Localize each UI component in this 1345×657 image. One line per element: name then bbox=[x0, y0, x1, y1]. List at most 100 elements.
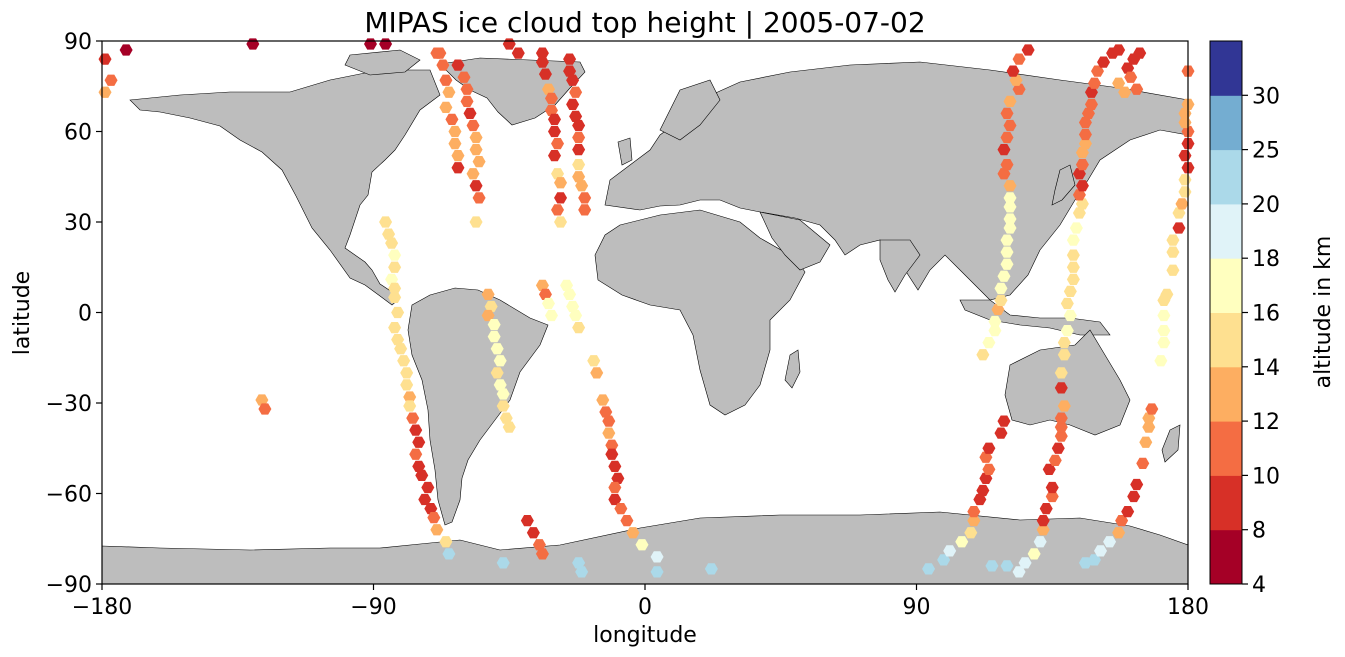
cloud-marker bbox=[385, 273, 399, 285]
cloud-marker bbox=[460, 83, 474, 95]
cloud-marker bbox=[388, 282, 402, 294]
cloud-marker bbox=[650, 566, 664, 578]
cloud-marker bbox=[1036, 524, 1050, 536]
cloud-marker bbox=[496, 400, 510, 412]
cloud-marker bbox=[472, 156, 486, 168]
cloud-marker bbox=[502, 421, 516, 433]
cloud-marker bbox=[1057, 400, 1071, 412]
cloud-marker bbox=[442, 86, 456, 98]
cloud-marker bbox=[1057, 337, 1071, 349]
cloud-marker bbox=[1063, 285, 1077, 298]
cloud-marker bbox=[469, 143, 483, 156]
colorbar-tick-label: 14 bbox=[1252, 356, 1280, 381]
cloud-marker bbox=[608, 481, 622, 494]
cloud-marker bbox=[548, 125, 561, 138]
colorbar-tick-label: 8 bbox=[1252, 519, 1266, 544]
cloud-marker bbox=[967, 505, 981, 518]
cloud-marker bbox=[1012, 566, 1026, 578]
cloud-marker bbox=[427, 512, 441, 524]
cloud-marker bbox=[608, 493, 622, 506]
cloud-marker bbox=[994, 282, 1008, 294]
cloud-marker bbox=[490, 367, 504, 379]
cloud-marker bbox=[424, 502, 438, 515]
cloud-marker bbox=[1066, 234, 1080, 246]
cloud-marker bbox=[403, 391, 417, 403]
cloud-marker bbox=[400, 379, 414, 391]
cloud-marker bbox=[1121, 62, 1135, 74]
cloud-marker bbox=[548, 150, 561, 162]
cloud-marker bbox=[385, 237, 399, 249]
cloud-marker bbox=[997, 415, 1011, 427]
y-tick-label: 0 bbox=[78, 302, 92, 327]
cloud-marker bbox=[487, 318, 501, 331]
cloud-marker bbox=[1130, 478, 1144, 491]
cloud-marker bbox=[551, 204, 565, 216]
cloud-marker bbox=[554, 216, 568, 228]
cloud-marker bbox=[451, 162, 465, 174]
cloud-marker bbox=[430, 47, 444, 59]
colorbar-segment bbox=[1210, 475, 1242, 531]
cloud-marker bbox=[1133, 47, 1147, 59]
x-tick-label: 0 bbox=[638, 595, 652, 620]
cloud-marker bbox=[484, 300, 498, 313]
cloud-marker bbox=[1021, 44, 1035, 56]
cloud-marker bbox=[551, 137, 565, 150]
cloud-marker bbox=[1003, 192, 1017, 204]
cloud-marker bbox=[535, 47, 549, 59]
cloud-marker bbox=[1175, 198, 1189, 210]
cloud-marker bbox=[976, 484, 990, 497]
cloud-marker bbox=[626, 527, 640, 539]
cloud-marker bbox=[982, 442, 996, 454]
cloud-marker bbox=[572, 557, 586, 569]
land-eurasia bbox=[604, 61, 1189, 301]
colorbar-tick-label: 12 bbox=[1252, 410, 1280, 435]
cloud-marker bbox=[436, 59, 450, 71]
colorbar-segment bbox=[1210, 41, 1242, 96]
cloud-marker bbox=[439, 536, 453, 548]
land-india bbox=[879, 239, 921, 293]
cloud-marker bbox=[578, 204, 592, 216]
cloud-marker bbox=[409, 424, 423, 436]
cloud-marker bbox=[1166, 264, 1180, 276]
colorbar-segment bbox=[1210, 95, 1242, 151]
cloud-marker bbox=[590, 367, 604, 379]
cloud-marker bbox=[1036, 515, 1050, 527]
x-axis: −180 −90 0 90 180 bbox=[72, 584, 1209, 620]
cloud-marker bbox=[1087, 77, 1101, 89]
cloud-marker bbox=[587, 355, 601, 367]
cloud-marker bbox=[1084, 86, 1098, 98]
cloud-marker bbox=[511, 47, 525, 59]
cloud-marker bbox=[388, 291, 402, 304]
cloud-marker bbox=[391, 334, 405, 346]
cloud-marker bbox=[1166, 246, 1180, 258]
cloud-marker bbox=[1172, 222, 1186, 234]
cloud-marker bbox=[991, 303, 1005, 316]
cloud-marker bbox=[1003, 213, 1017, 225]
cloud-marker bbox=[572, 119, 586, 132]
colorbar-tick-label: 20 bbox=[1252, 193, 1280, 218]
land-madagascar bbox=[784, 349, 801, 389]
cloud-marker bbox=[1042, 463, 1056, 475]
cloud-marker bbox=[442, 548, 456, 560]
cloud-marker bbox=[554, 192, 568, 204]
cloud-marker bbox=[535, 548, 549, 560]
cloud-marker bbox=[650, 551, 664, 563]
cloud-marker bbox=[979, 451, 993, 463]
cloud-marker bbox=[1060, 324, 1074, 337]
cloud-marker bbox=[1084, 98, 1098, 110]
cloud-marker bbox=[400, 367, 414, 379]
cloud-marker bbox=[1000, 234, 1014, 246]
cloud-marker bbox=[635, 539, 649, 551]
y-tick-label: 60 bbox=[64, 121, 92, 146]
cloud-marker bbox=[997, 168, 1011, 180]
x-tick-label: 180 bbox=[1167, 595, 1209, 620]
cloud-marker bbox=[964, 527, 978, 539]
cloud-marker bbox=[1160, 288, 1174, 301]
cloud-marker bbox=[1115, 515, 1129, 527]
cloud-marker bbox=[1027, 548, 1041, 560]
cloud-marker bbox=[382, 228, 396, 240]
colorbar-segment bbox=[1210, 149, 1242, 205]
cloud-marker bbox=[560, 279, 574, 291]
cloud-marker bbox=[566, 300, 580, 313]
